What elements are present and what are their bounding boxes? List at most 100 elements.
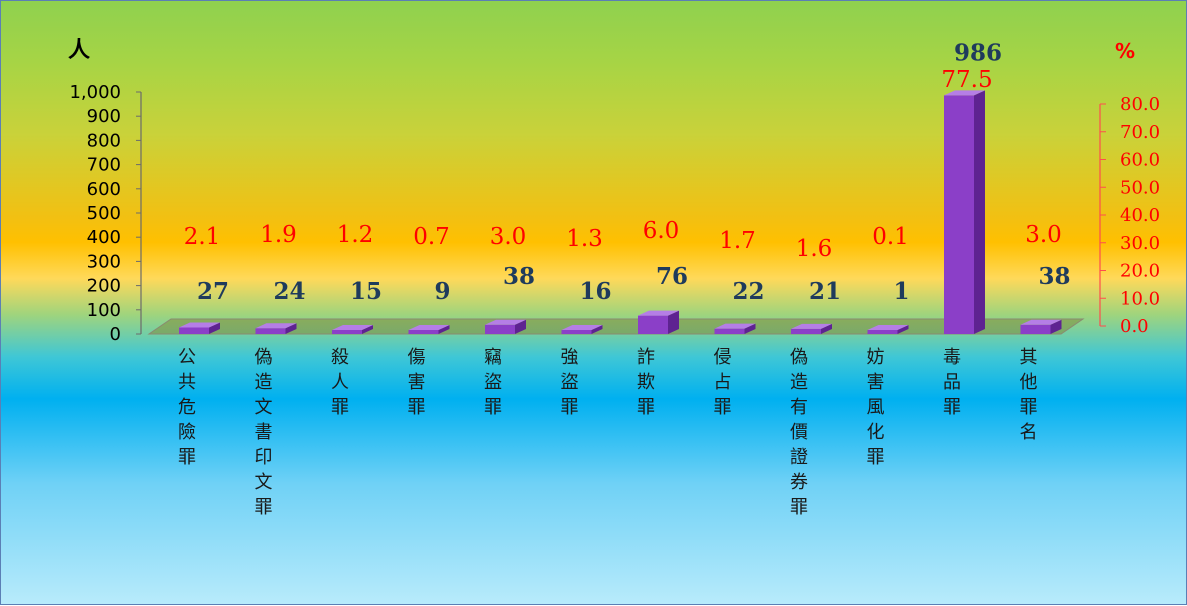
count-data-label: 15: [350, 278, 382, 305]
y-left-tick-label: 800: [87, 130, 121, 151]
bar-front: [561, 330, 592, 334]
count-data-label: 9: [434, 278, 450, 305]
bar-side: [668, 310, 679, 334]
bar-top: [255, 323, 297, 329]
category-label: 毒品罪: [943, 347, 961, 418]
percent-data-label: 77.5: [941, 67, 992, 93]
bar-front: [791, 328, 821, 334]
bar-top: [408, 325, 450, 330]
count-data-label: 38: [1038, 263, 1070, 290]
y-left-unit-label: 人: [68, 38, 90, 63]
category-label: 其他罪名: [1020, 347, 1038, 443]
chart-floor-plane: [147, 318, 1085, 335]
bar: [791, 323, 832, 334]
bar-front: [255, 328, 286, 334]
bar-side: [591, 325, 603, 334]
count-data-label: 38: [503, 263, 535, 290]
percent-data-label: 1.7: [719, 228, 756, 254]
category-label: 竊盜罪: [484, 347, 502, 418]
y-right-unit-label: %: [1115, 39, 1135, 63]
y-left-tick-label: 900: [87, 106, 121, 127]
bar-side: [285, 323, 297, 334]
bar-top: [485, 319, 526, 325]
bar: [714, 323, 756, 334]
count-data-label: 27: [197, 278, 229, 305]
bar-top: [1020, 319, 1062, 325]
count-data-label: 986: [954, 39, 1002, 66]
bar: [255, 323, 297, 334]
y-right-tick-label: 80.0: [1120, 94, 1160, 115]
count-data-label: 21: [809, 278, 841, 305]
bar-front: [485, 324, 515, 334]
percent-data-label: 0.7: [413, 224, 450, 250]
bar-front: [638, 315, 668, 334]
bar: [944, 90, 985, 334]
y-left-tick-label: 400: [87, 227, 121, 248]
percent-data-label: 1.9: [260, 222, 297, 248]
percent-data-label: 1.3: [566, 226, 603, 252]
bar: [408, 325, 450, 334]
bar-front: [1020, 324, 1051, 334]
category-label: 殺人罪: [331, 347, 349, 418]
percent-data-label: 2.1: [184, 224, 221, 250]
category-label: 傷害罪: [408, 347, 426, 418]
y-left-tick-label: 100: [87, 300, 121, 321]
bar-side: [438, 325, 450, 334]
percent-data-label: 1.6: [796, 236, 833, 262]
bar: [485, 319, 526, 334]
category-label: 公共危險罪: [178, 347, 196, 468]
y-left-tick-label: 0: [110, 324, 121, 345]
y-right-tick-label: 70.0: [1120, 122, 1160, 143]
bar-side: [821, 323, 832, 334]
bar-side: [897, 325, 909, 334]
bar-side: [515, 319, 526, 334]
bar-side: [362, 325, 373, 334]
bar-side: [974, 90, 985, 334]
bar-side: [209, 322, 220, 334]
y-right-tick-label: 30.0: [1120, 233, 1160, 254]
y-left-tick-label: 1,000: [69, 82, 121, 103]
y-right-tick-label: 0.0: [1120, 316, 1149, 337]
bars: [179, 90, 1062, 334]
y-right-tick-label: 60.0: [1120, 150, 1160, 171]
category-label: 偽造有價證券罪: [790, 347, 808, 518]
bar: [332, 325, 373, 334]
bar-front: [867, 330, 898, 334]
y-left-tick-label: 200: [87, 276, 121, 297]
bar-front: [332, 330, 362, 334]
y-right-tick-label: 10.0: [1120, 288, 1160, 309]
category-label: 妨害風化罪: [867, 347, 885, 468]
category-label: 偽造文書印文罪: [255, 347, 273, 518]
count-data-label: 76: [656, 263, 688, 290]
bar-front: [408, 330, 439, 334]
count-data-label: 24: [273, 278, 305, 305]
bar: [867, 325, 909, 334]
y-right-tick-label: 50.0: [1120, 177, 1160, 198]
bar-side: [744, 323, 756, 334]
y-right-tick-label: 40.0: [1120, 205, 1160, 226]
percent-data-label: 0.1: [872, 224, 909, 250]
bar-front: [944, 95, 974, 334]
chart-floor: [147, 318, 1085, 335]
bar-top: [561, 325, 603, 330]
bar-side: [1050, 319, 1062, 334]
category-label: 侵占罪: [714, 347, 732, 418]
count-data-label: 1: [893, 278, 909, 305]
y-right-tick-label: 20.0: [1120, 261, 1160, 282]
y-left-tick-label: 500: [87, 203, 121, 224]
bar-top: [638, 310, 679, 316]
bar-front: [179, 327, 209, 334]
percent-data-label: 1.2: [337, 222, 374, 248]
y-left-tick-label: 700: [87, 155, 121, 176]
percent-data-label: 3.0: [1025, 222, 1062, 248]
count-data-label: 16: [579, 278, 611, 305]
percent-data-label: 6.0: [643, 218, 680, 244]
y-left-tick-label: 600: [87, 179, 121, 200]
bar: [638, 310, 679, 334]
bar-top: [791, 323, 832, 329]
bar: [561, 325, 603, 334]
category-label: 詐欺罪: [637, 347, 655, 418]
bar-top: [332, 325, 373, 330]
